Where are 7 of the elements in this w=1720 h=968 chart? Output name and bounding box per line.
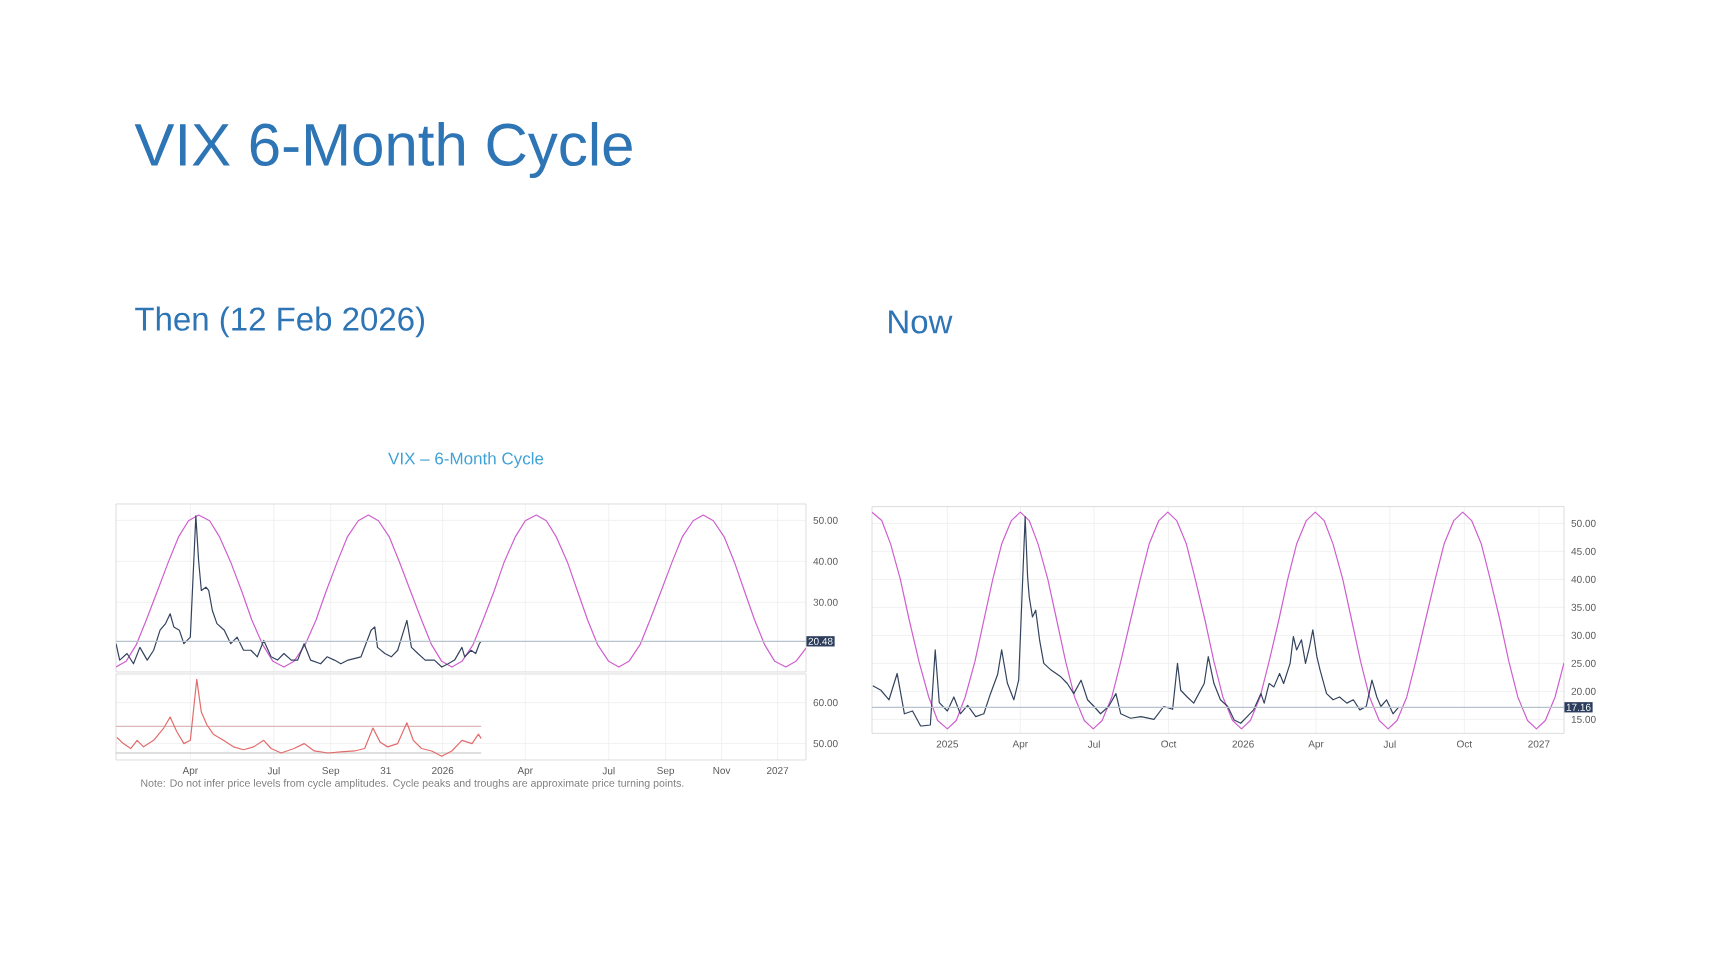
line-series <box>872 511 1564 730</box>
text: VIX – 6-Month Cycle <box>388 452 544 468</box>
chart-subtitle: Now <box>889 310 953 334</box>
line-series <box>872 516 1400 727</box>
chart-title: VIX 6-Month Cycle <box>134 122 632 178</box>
chart-subtitle: Then (12 Feb 2026) <box>135 306 424 338</box>
line-series <box>116 678 482 757</box>
